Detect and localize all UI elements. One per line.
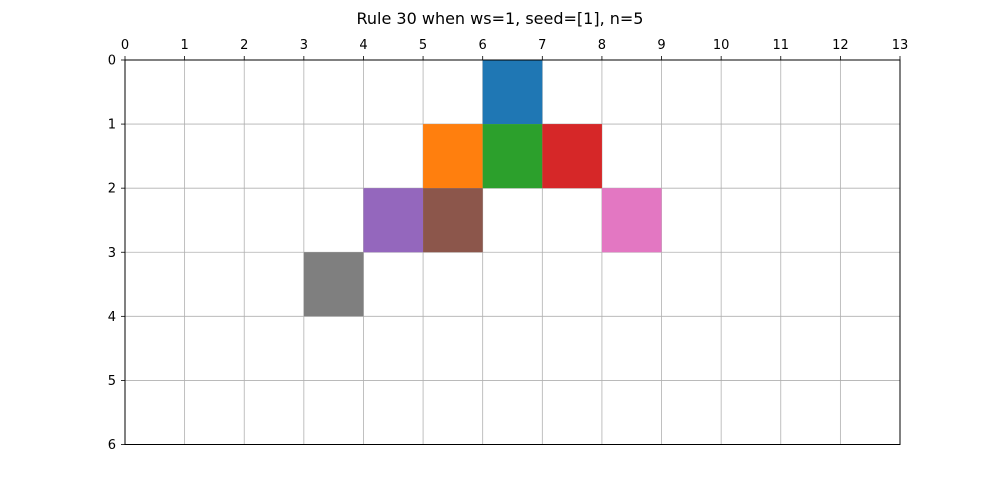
x-tick-label: 10 bbox=[713, 38, 730, 53]
x-tick-label: 12 bbox=[832, 38, 849, 53]
y-tick-label: 5 bbox=[108, 374, 116, 389]
cell-mark bbox=[482, 124, 543, 189]
y-tick-label: 6 bbox=[108, 438, 116, 453]
cell-mark bbox=[423, 124, 483, 189]
x-tick-label: 5 bbox=[419, 38, 427, 53]
data-cells bbox=[303, 60, 662, 317]
cell-mark bbox=[423, 188, 483, 253]
cell-mark bbox=[601, 188, 662, 253]
y-axis-ticks: 0 1 2 3 4 5 6 bbox=[108, 54, 125, 453]
y-tick-label: 4 bbox=[108, 310, 116, 325]
x-tick-label: 2 bbox=[240, 38, 248, 53]
x-tick-label: 0 bbox=[121, 38, 129, 53]
y-tick-label: 2 bbox=[108, 182, 116, 197]
y-tick-label: 1 bbox=[108, 118, 116, 133]
x-axis-ticks: 0 1 2 3 4 5 6 7 8 9 10 11 12 13 bbox=[121, 38, 908, 60]
chart-title: Rule 30 when ws=1, seed=[1], n=5 bbox=[357, 9, 644, 28]
cell-mark bbox=[482, 60, 543, 125]
x-tick-label: 1 bbox=[180, 38, 188, 53]
x-tick-label: 3 bbox=[300, 38, 308, 53]
x-tick-label: 9 bbox=[657, 38, 665, 53]
cell-mark bbox=[363, 188, 424, 253]
x-tick-label: 13 bbox=[892, 38, 909, 53]
cell-mark bbox=[542, 124, 602, 189]
x-tick-label: 7 bbox=[538, 38, 546, 53]
cell-mark bbox=[303, 252, 364, 317]
x-tick-label: 8 bbox=[598, 38, 606, 53]
y-tick-label: 0 bbox=[108, 54, 116, 69]
x-tick-label: 6 bbox=[479, 38, 487, 53]
x-tick-label: 11 bbox=[772, 38, 789, 53]
y-tick-label: 3 bbox=[108, 246, 116, 261]
x-tick-label: 4 bbox=[359, 38, 367, 53]
